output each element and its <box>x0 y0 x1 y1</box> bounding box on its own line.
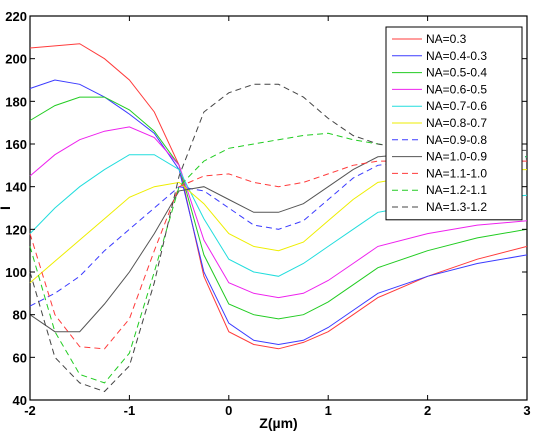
legend-label: NA=1.1-1.0 <box>426 166 487 180</box>
x-tick-label: 1 <box>325 403 332 418</box>
x-tick-label: -1 <box>124 403 136 418</box>
legend-label: NA=0.9-0.8 <box>426 133 487 147</box>
legend-label: NA=0.8-0.7 <box>426 116 487 130</box>
y-tick-label: 100 <box>5 265 27 280</box>
y-tick-label: 40 <box>13 393 27 408</box>
legend-label: NA=0.5-0.4 <box>426 66 487 80</box>
y-tick-label: 120 <box>5 222 27 237</box>
x-tick-label: 3 <box>523 403 530 418</box>
legend-label: NA=1.0-0.9 <box>426 150 487 164</box>
y-tick-label: 180 <box>5 94 27 109</box>
y-axis-label: I <box>0 206 13 210</box>
legend-label: NA=0.6-0.5 <box>426 82 487 96</box>
series-line-2 <box>29 96 528 320</box>
y-tick-label: 60 <box>13 350 27 365</box>
y-tick-label: 160 <box>5 137 27 152</box>
y-tick-label: 200 <box>5 52 27 67</box>
series-line-3 <box>29 126 528 299</box>
legend: NA=0.3 NA=0.4-0.3 NA=0.5-0.4 NA=0.6-0.5 NA=0… <box>385 26 523 221</box>
x-axis-label: Z(µm) <box>259 415 297 431</box>
y-tick-label: 220 <box>5 9 27 24</box>
y-tick-label: 140 <box>5 180 27 195</box>
legend-label: NA=0.4-0.3 <box>426 49 487 63</box>
legend-label: NA=0.3 <box>426 32 467 46</box>
series-line-0 <box>29 43 528 350</box>
y-tick-label: 80 <box>13 308 27 323</box>
series-line-1 <box>29 79 528 346</box>
legend-label: NA=1.3-1.2 <box>426 200 487 214</box>
x-tick-label: -2 <box>24 403 36 418</box>
x-tick-label: 0 <box>225 403 232 418</box>
axes-layer: -2 -1 0 1 2 3 40 60 80 100 120 140 160 180 200 220 <box>5 9 530 418</box>
x-tick-label: 2 <box>424 403 431 418</box>
legend-label: NA=0.7-0.6 <box>426 99 487 113</box>
legend-label: NA=1.2-1.1 <box>426 183 487 197</box>
